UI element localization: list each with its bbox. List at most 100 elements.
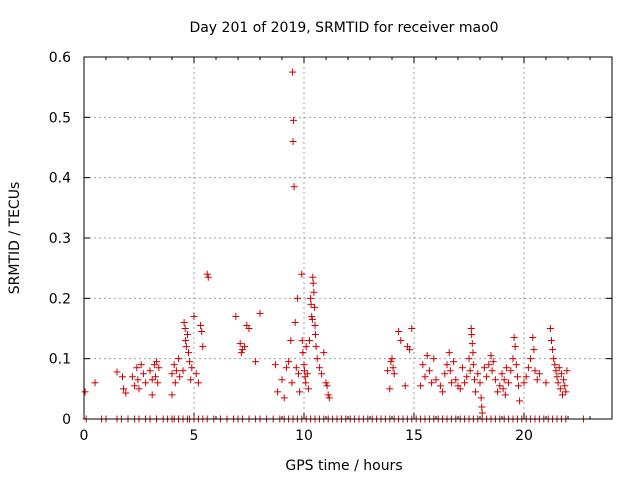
data-point (515, 382, 522, 390)
data-point (323, 382, 331, 390)
data-point (310, 288, 318, 296)
data-point (441, 370, 449, 378)
data-point (287, 337, 295, 345)
data-point (182, 337, 190, 345)
data-point (507, 367, 515, 375)
data-point (478, 403, 486, 411)
x-tick-label: 20 (515, 428, 533, 444)
data-point (185, 349, 192, 357)
data-point (485, 361, 493, 369)
data-point (463, 373, 471, 381)
data-point (439, 388, 447, 396)
data-point (139, 370, 147, 378)
data-point (135, 385, 143, 393)
data-point (176, 373, 184, 381)
data-point (520, 379, 528, 387)
data-point (390, 370, 398, 378)
y-axis-label: SRMTID / TECUs (7, 182, 23, 295)
y-tick-label: 0.2 (49, 291, 71, 307)
data-point (291, 318, 299, 326)
data-point (553, 373, 561, 381)
data-point (296, 388, 304, 396)
grid-lines (84, 57, 612, 419)
data-point (153, 358, 161, 366)
data-point (560, 376, 568, 384)
data-point (436, 382, 444, 390)
data-point (417, 382, 425, 390)
data-point (299, 349, 307, 357)
data-point (315, 364, 323, 372)
y-tick-label: 0.3 (49, 231, 71, 247)
data-point (432, 376, 440, 384)
data-point (388, 355, 396, 363)
data-point (468, 331, 476, 339)
data-point (91, 379, 99, 387)
data-point (307, 300, 315, 308)
y-tick-label: 0 (62, 412, 71, 428)
data-point (197, 321, 205, 329)
data-point (471, 376, 478, 384)
data-point (168, 370, 176, 378)
data-point (562, 388, 570, 396)
data-point (445, 349, 453, 357)
data-point (510, 334, 518, 342)
data-point (487, 352, 495, 360)
data-point (187, 376, 195, 384)
data-point (285, 358, 293, 366)
data-point (171, 379, 179, 387)
data-point (152, 373, 159, 381)
data-point (384, 367, 392, 375)
chart-title: Day 201 of 2019, SRMTID for receiver mao… (189, 20, 498, 36)
data-point (509, 355, 517, 363)
data-point (505, 379, 513, 387)
data-point (552, 367, 560, 375)
data-point (300, 361, 308, 369)
y-tick-label: 0.6 (49, 50, 71, 66)
data-point (203, 270, 211, 278)
data-point (561, 382, 569, 390)
data-point (502, 364, 510, 372)
data-point (406, 346, 414, 354)
data-point (498, 370, 506, 378)
data-point (494, 388, 502, 396)
data-point (389, 364, 397, 372)
data-point (128, 373, 136, 381)
data-point (170, 361, 178, 369)
data-point (241, 343, 249, 351)
data-point (320, 349, 328, 357)
data-point (549, 346, 557, 354)
data-point (293, 294, 301, 302)
data-point (289, 68, 297, 76)
data-point (488, 367, 496, 375)
data-point (499, 385, 507, 393)
data-point (183, 331, 191, 339)
data-point (309, 273, 317, 281)
y-tick-label: 0.5 (49, 110, 71, 126)
data-point (461, 379, 469, 387)
data-point (456, 385, 464, 393)
data-point (469, 361, 477, 369)
data-point (133, 364, 141, 372)
data-point (300, 367, 308, 375)
data-point (81, 388, 89, 396)
data-point (154, 379, 162, 387)
data-point (425, 367, 433, 375)
data-point (397, 337, 405, 345)
data-point (469, 349, 477, 357)
data-point (304, 385, 312, 393)
data-point (423, 352, 431, 360)
data-point (466, 367, 474, 375)
axis-ticks: 0 5 10 15 20 0 0.1 0.2 0.3 0.4 0.5 0.6 (49, 50, 612, 444)
data-point (474, 370, 482, 378)
data-point (308, 312, 316, 320)
data-point (524, 364, 532, 372)
data-point (122, 389, 130, 397)
data-point (312, 343, 320, 351)
data-point (307, 294, 315, 302)
data-point (563, 367, 571, 375)
data-point (313, 355, 321, 363)
data-point (465, 355, 473, 363)
data-point (155, 364, 163, 372)
data-point (522, 373, 530, 381)
data-point (232, 312, 240, 320)
